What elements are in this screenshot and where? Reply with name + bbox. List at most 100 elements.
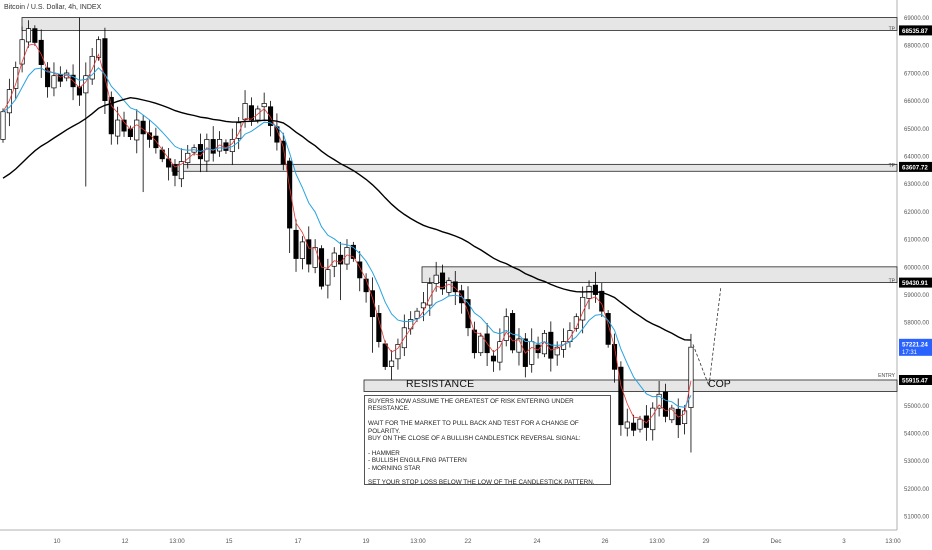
price-label-tag: TP [889, 163, 896, 169]
price-label-value: 55915.47 [902, 377, 928, 384]
price-label-badge [899, 25, 932, 36]
candle-down [465, 299, 471, 329]
price-label-badge [899, 161, 932, 172]
candle-up [19, 39, 25, 65]
candle-up [299, 241, 305, 259]
candle-up [624, 421, 630, 429]
candle-down [293, 229, 299, 259]
candle-up [478, 335, 484, 354]
price-zone [21, 17, 898, 31]
x-tick-label: 26 [602, 538, 609, 545]
price-label-badge [899, 374, 932, 385]
y-tick-label: 54000.00 [904, 432, 930, 438]
ema-short-line [2, 43, 692, 424]
y-tick-label: 59000.00 [904, 293, 930, 299]
candle-down [140, 120, 146, 135]
candle-up [312, 247, 318, 268]
price-label-tag: TP [889, 279, 896, 285]
y-tick-label: 60000.00 [904, 265, 930, 271]
candle-up [503, 316, 509, 341]
candle-down [376, 313, 382, 342]
y-tick-label: 68000.00 [904, 44, 930, 50]
price-label-tag: TP [889, 26, 896, 32]
price-zone [421, 266, 898, 284]
y-tick-label: 53000.00 [904, 459, 930, 465]
candle-down [369, 290, 376, 318]
candle-up [414, 310, 420, 319]
projection-path [692, 286, 722, 387]
candle-down [146, 132, 153, 140]
candle-down [439, 272, 446, 290]
candle-down [45, 67, 51, 88]
candle-down [357, 261, 363, 279]
candle-up [433, 274, 439, 284]
candle-up [325, 269, 331, 286]
x-tick-label: 29 [703, 538, 710, 545]
candle-down [32, 28, 38, 43]
candle-up [13, 67, 19, 89]
candle-up [554, 346, 560, 356]
candle-up [420, 302, 426, 309]
y-tick-label: 51000.00 [904, 515, 930, 521]
candle-up [650, 407, 656, 431]
price-label-value: 59430.91 [902, 280, 928, 287]
candle-up [656, 393, 662, 409]
y-tick-label: 64000.00 [904, 155, 930, 161]
candle-down [662, 391, 669, 417]
x-tick-label: 19 [363, 538, 370, 545]
y-tick-label: 62000.00 [904, 210, 930, 216]
chart-title: Bitcoin / U.S. Dollar, 4h, INDEX [4, 4, 102, 11]
candle-down [535, 344, 541, 354]
price-label-badge [899, 277, 932, 288]
candle-down [287, 160, 293, 229]
x-tick-label: 13:00 [885, 538, 901, 545]
candle-down [306, 239, 312, 265]
x-tick-label: 17 [295, 538, 302, 545]
candle-up [134, 119, 140, 141]
x-tick-label: 22 [465, 538, 472, 545]
candle-down [267, 106, 274, 126]
candle-up [25, 28, 32, 43]
candle-down [611, 344, 618, 370]
candle-down [280, 140, 286, 165]
candle-down [510, 313, 516, 351]
price-label-time: 17:31 [902, 350, 918, 356]
y-tick-label: 58000.00 [904, 321, 930, 327]
candle-up [395, 344, 401, 360]
y-tick-label: 69000.00 [904, 16, 930, 22]
candle-up [541, 332, 548, 355]
x-tick-label: Dec [770, 538, 781, 545]
candle-up [51, 75, 57, 89]
candle-up [185, 152, 191, 164]
candle-down [618, 366, 624, 426]
candle-up [389, 360, 395, 367]
candle-up [236, 122, 242, 139]
candle-down [643, 415, 649, 428]
y-tick-label: 52000.00 [904, 487, 930, 493]
y-tick-label: 63000.00 [904, 182, 930, 188]
candle-up [115, 119, 121, 137]
ema-slow-line [2, 96, 692, 341]
candle-up [529, 341, 535, 365]
resistance-label: RESISTANCE [406, 378, 475, 390]
candle-up [682, 410, 688, 424]
y-tick-label: 65000.00 [904, 127, 930, 133]
candle-up [178, 161, 184, 180]
candle-up [0, 111, 6, 140]
candle-down [57, 74, 63, 82]
candle-up [242, 103, 248, 120]
candle-down [605, 313, 611, 345]
candle-up [637, 418, 643, 430]
candle-down [76, 86, 82, 96]
candle-down [363, 278, 369, 293]
candle-down [127, 128, 133, 138]
y-tick-label: 55000.00 [904, 404, 930, 410]
candle-down [153, 135, 159, 149]
price-zone [171, 163, 898, 172]
cop-label: COP [708, 378, 731, 390]
y-tick-label: 67000.00 [904, 71, 930, 77]
candle-up [516, 338, 522, 353]
x-tick-label: 12 [122, 538, 129, 545]
x-tick-label: 24 [534, 538, 541, 545]
y-tick-label: 66000.00 [904, 99, 930, 105]
